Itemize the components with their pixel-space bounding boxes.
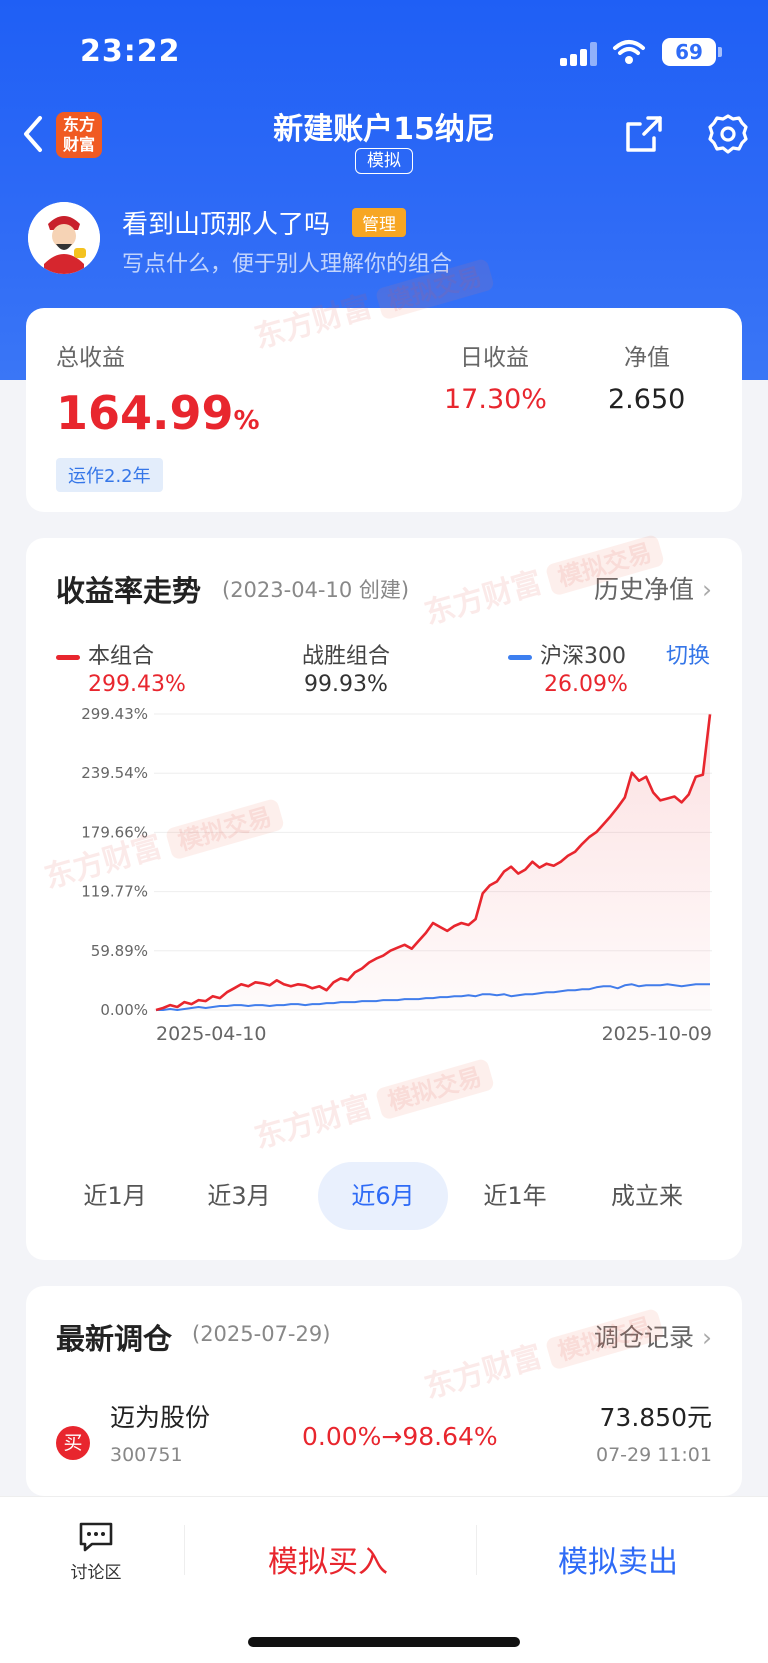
period-inception[interactable]: 成立来 [611, 1182, 683, 1210]
y-tick-label: 59.89% [91, 942, 148, 960]
chat-bubble-icon [79, 1522, 113, 1552]
stock-code: 300751 [110, 1444, 183, 1466]
total-return-number: 164.99 [56, 386, 234, 440]
legend-beat-value: 99.93% [304, 672, 388, 697]
simulated-sell-button[interactable]: 模拟卖出 [558, 1545, 678, 1580]
trend-created-date: (2023-04-10 创建) [222, 578, 410, 602]
legend-index-name: 沪深300 [540, 644, 626, 669]
battery-indicator: 69 [662, 38, 722, 66]
portfolio-description[interactable]: 写点什么，便于别人理解你的组合 [122, 252, 453, 277]
daily-return-value: 17.30% [444, 384, 547, 415]
simulated-buy-button[interactable]: 模拟买入 [268, 1545, 388, 1580]
back-arrow-icon[interactable] [18, 114, 48, 154]
total-return-label: 总收益 [56, 345, 125, 371]
chevron-right-icon: › [702, 575, 712, 604]
y-tick-label: 299.43% [81, 706, 148, 723]
share-icon[interactable] [622, 112, 666, 156]
period-1y[interactable]: 近1年 [483, 1182, 547, 1210]
summary-card: 总收益 164.99% 运作2.2年 日收益 17.30% 净值 2.650 [26, 308, 742, 512]
red-line-swatch-icon [56, 654, 80, 660]
total-return-value: 164.99% [56, 386, 260, 440]
total-return-unit: % [233, 406, 260, 436]
x-tick-label: 2025-04-10 [156, 1023, 266, 1045]
period-1m[interactable]: 近1月 [83, 1182, 147, 1210]
page-title: 新建账户15纳尼 [273, 112, 495, 147]
period-selector: 近1月 近3月 近6月 近1年 成立来 [26, 1162, 742, 1230]
period-6m[interactable]: 近6月 [318, 1162, 448, 1230]
cellular-signal-icon [560, 42, 600, 66]
rebalance-history-link[interactable]: 调仓记录 › [594, 1318, 712, 1354]
history-nav-label: 历史净值 [594, 575, 695, 604]
daily-return-label: 日收益 [460, 345, 529, 371]
rebalance-date: (2025-07-29) [192, 1322, 331, 1346]
nav-label: 净值 [624, 345, 670, 371]
simulated-tag: 模拟 [355, 148, 413, 174]
rebalance-history-label: 调仓记录 [594, 1323, 695, 1352]
stock-name[interactable]: 迈为股份 [110, 1403, 211, 1432]
avatar[interactable] [28, 202, 100, 274]
logo-text-2: 财富 [62, 135, 95, 154]
legend-index: 沪深300 [508, 638, 626, 670]
discussion-label: 讨论区 [70, 1563, 122, 1583]
bottom-action-bar: 讨论区 模拟买入 模拟卖出 [0, 1496, 768, 1663]
nav-bar: 东方 财富 新建账户15纳尼 模拟 [0, 100, 768, 180]
wifi-icon [613, 40, 645, 64]
chevron-right-icon: › [702, 1323, 712, 1352]
legend-index-value: 26.09% [544, 672, 628, 697]
portfolio-nickname: 看到山顶那人了吗 [122, 210, 331, 240]
y-tick-label: 179.66% [81, 823, 148, 841]
fortune-god-avatar-icon [28, 202, 100, 274]
switch-benchmark-button[interactable]: 切换 [666, 644, 711, 669]
status-bar: 23:22 69 [0, 30, 768, 74]
blue-line-swatch-icon [508, 654, 532, 660]
portfolio-area-fill [156, 714, 710, 1010]
rebalance-card: 最新调仓 (2025-07-29) 调仓记录 › 买 迈为股份 300751 0… [26, 1286, 742, 1496]
trade-price: 73.850元 [599, 1403, 712, 1432]
position-change: 0.00%→98.64% [302, 1422, 498, 1451]
y-tick-label: 0.00% [100, 1001, 148, 1019]
buy-action-badge: 买 [56, 1426, 90, 1460]
eastmoney-logo: 东方 财富 [56, 112, 102, 158]
history-nav-link[interactable]: 历史净值 › [594, 570, 712, 606]
logo-text-1: 东方 [62, 115, 95, 134]
period-3m[interactable]: 近3月 [207, 1182, 271, 1210]
x-tick-label: 2025-10-09 [602, 1023, 712, 1045]
discussion-button[interactable]: 讨论区 [56, 1521, 136, 1583]
home-indicator [248, 1637, 520, 1647]
legend-portfolio-name: 本组合 [88, 644, 155, 669]
rebalance-title: 最新调仓 [56, 1322, 173, 1356]
gear-icon[interactable] [706, 112, 750, 156]
nav-value: 2.650 [608, 384, 686, 415]
legend-beat-name: 战胜组合 [302, 644, 391, 669]
y-tick-label: 239.54% [81, 764, 148, 782]
trend-title: 收益率走势 [56, 574, 202, 608]
operation-age-tag: 运作2.2年 [56, 458, 163, 492]
portfolio-series-line [155, 714, 712, 1012]
trade-time: 07-29 11:01 [595, 1444, 712, 1466]
admin-badge: 管理 [352, 208, 406, 237]
legend-portfolio: 本组合 [56, 638, 154, 670]
y-tick-label: 119.77% [81, 883, 148, 901]
divider [184, 1525, 185, 1575]
profile-row: 看到山顶那人了吗 管理 写点什么，便于别人理解你的组合 [0, 202, 768, 278]
legend-portfolio-value: 299.43% [88, 672, 186, 697]
status-time: 23:22 [80, 34, 181, 69]
divider [476, 1525, 477, 1575]
return-trend-chart[interactable]: 299.43%239.54%179.66%119.77%59.89%0.00% … [26, 706, 742, 1086]
trend-card: 收益率走势 (2023-04-10 创建) 历史净值 › 本组合 299.43%… [26, 538, 742, 1260]
legend-beat: 战胜组合 [302, 638, 390, 670]
